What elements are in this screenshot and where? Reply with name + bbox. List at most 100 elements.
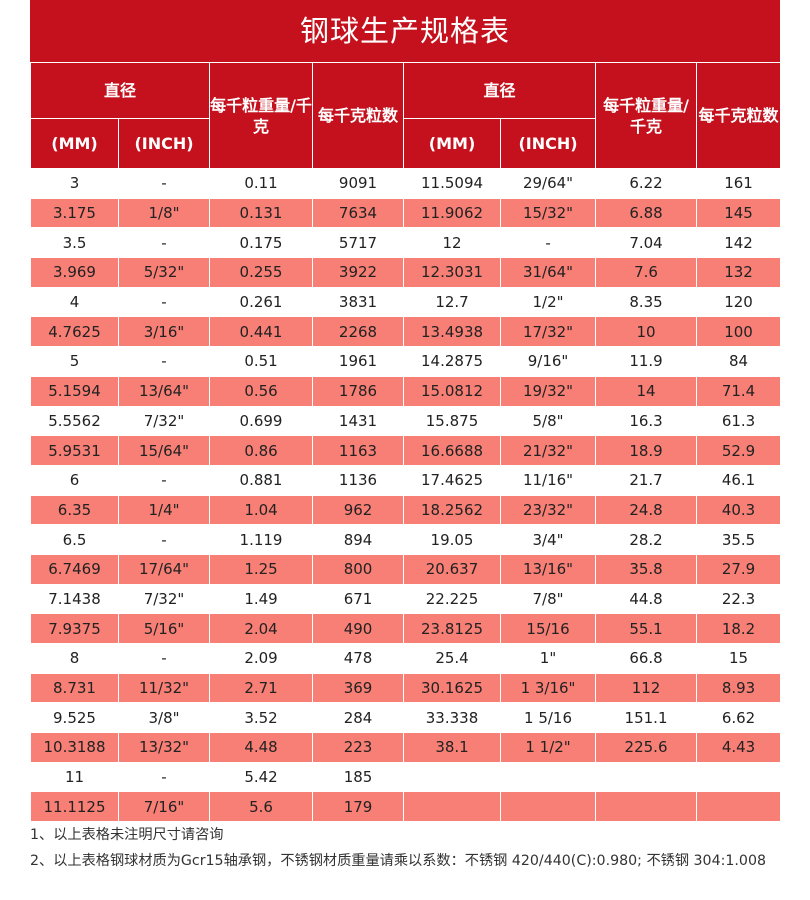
table-row: 5.1594 13/64" 0.56 1786 15.0812 19/32" 14 71.4 (30, 375, 782, 407)
cell-left-mm: 5 (30, 346, 119, 377)
cell-right-inch: 1 3/16" (500, 672, 597, 704)
cell-right-inch: 15/32" (500, 197, 597, 229)
cell-right-inch: 1/2" (500, 286, 597, 318)
cell-left-count: 5717 (312, 227, 405, 259)
cell-left-weight: 0.51 (209, 346, 314, 377)
cell-left-mm: 3.969 (30, 257, 119, 288)
cell-left-count: 284 (312, 702, 405, 734)
cell-left-count: 369 (312, 672, 405, 704)
cell-left-mm: 11.1125 (30, 791, 119, 823)
header-inch-left: (INCH) (117, 118, 211, 169)
cell-right-mm: 13.4938 (403, 316, 502, 348)
cell-right-count: 132 (696, 257, 782, 288)
cell-left-inch: - (117, 643, 211, 674)
spec-table: 直径 每千粒重量/千克 每千克粒数 直径 每千粒重量/千克 每千克粒数 (MM)… (29, 62, 782, 823)
cell-right-mm: 38.1 (403, 732, 502, 763)
table-row: 10.3188 13/32" 4.48 223 38.1 1 1/2" 225.6 4.43 (30, 732, 782, 763)
cell-right-weight: 8.35 (595, 286, 698, 318)
header-weight-left: 每千粒重量/千克 (209, 62, 314, 169)
cell-left-weight: 1.04 (209, 494, 314, 526)
cell-right-count: 46.1 (696, 464, 782, 496)
cell-right-inch: 7/8" (500, 583, 597, 615)
cell-right-count: 120 (696, 286, 782, 318)
cell-right-inch: 9/16" (500, 346, 597, 377)
cell-right-mm (403, 761, 502, 793)
cell-right-mm: 15.0812 (403, 375, 502, 407)
cell-left-inch: 5/16" (117, 613, 211, 644)
table-row: 7.9375 5/16" 2.04 490 23.8125 15/16 55.1 18.2 (30, 613, 782, 644)
cell-left-weight: 0.261 (209, 286, 314, 318)
cell-left-inch: 13/64" (117, 375, 211, 407)
cell-left-inch: 3/8" (117, 702, 211, 734)
cell-left-mm: 8.731 (30, 672, 119, 704)
cell-right-inch: 1 1/2" (500, 732, 597, 763)
cell-left-weight: 0.56 (209, 375, 314, 407)
cell-right-count: 71.4 (696, 375, 782, 407)
notes: 1、以上表格未注明尺寸请咨询 2、以上表格钢球材质为Gcr15轴承钢，不锈钢材质… (30, 824, 780, 876)
cell-left-inch: 5/32" (117, 257, 211, 288)
table-row: 3.5-0.175 5717 12-7.04 142 (30, 227, 782, 259)
header-mm-left: (MM) (30, 118, 119, 169)
cell-right-inch: 21/32" (500, 435, 597, 466)
cell-left-weight: 2.04 (209, 613, 314, 644)
cell-left-inch: 17/64" (117, 553, 211, 585)
header-count-left: 每千克粒数 (312, 62, 405, 169)
cell-right-inch: 13/16" (500, 553, 597, 585)
cell-left-weight: 0.441 (209, 316, 314, 348)
header-weight-right: 每千粒重量/千克 (595, 62, 698, 169)
cell-right-weight: 11.9 (595, 346, 698, 377)
cell-left-weight: 0.11 (209, 168, 314, 199)
cell-left-inch: - (117, 761, 211, 793)
cell-right-count: 22.3 (696, 583, 782, 615)
table-row: 3-0.11 9091 11.5094 29/64" 6.22 161 (30, 168, 782, 199)
cell-right-weight: 16.3 (595, 405, 698, 437)
cell-left-count: 478 (312, 643, 405, 674)
note-2: 2、以上表格钢球材质为Gcr15轴承钢，不锈钢材质重量请乘以系数：不锈钢 420… (30, 853, 766, 869)
cell-left-inch: - (117, 464, 211, 496)
header-count-text: 每千克粒数 (318, 106, 399, 125)
cell-left-count: 223 (312, 732, 405, 763)
cell-left-count: 3831 (312, 286, 405, 318)
spec-sheet: 钢球生产规格表 直径 每千粒重量/千克 每千克粒数 直径 每千粒重量/千克 每千… (29, 0, 782, 823)
cell-right-count: 18.2 (696, 613, 782, 644)
cell-left-weight: 0.86 (209, 435, 314, 466)
cell-left-weight: 0.699 (209, 405, 314, 437)
cell-right-weight: 112 (595, 672, 698, 704)
cell-left-weight: 0.175 (209, 227, 314, 259)
cell-left-mm: 10.3188 (30, 732, 119, 763)
cell-right-inch (500, 791, 597, 823)
cell-right-mm: 22.225 (403, 583, 502, 615)
cell-right-inch (500, 761, 597, 793)
cell-right-inch: 11/16" (500, 464, 597, 496)
header-weight-text: 每千粒重量/千克 (210, 95, 312, 136)
cell-right-count: 142 (696, 227, 782, 259)
header-count-right: 每千克粒数 (696, 62, 782, 169)
table-row: 4-0.261 3831 12.7 1/2" 8.35 120 (30, 286, 782, 318)
table-row: 5.5562 7/32" 0.699 1431 15.875 5/8" 16.3 61.3 (30, 405, 782, 437)
cell-left-inch: 15/64" (117, 435, 211, 466)
cell-left-inch: 3/16" (117, 316, 211, 348)
cell-right-inch: 29/64" (500, 168, 597, 199)
note-1: 1、以上表格未注明尺寸请咨询 (30, 827, 224, 843)
cell-left-count: 9091 (312, 168, 405, 199)
cell-left-count: 894 (312, 524, 405, 555)
table-row: 11-5.42 185 (30, 761, 782, 793)
cell-right-weight: 10 (595, 316, 698, 348)
cell-right-count: 61.3 (696, 405, 782, 437)
cell-right-inch: 1 5/16 (500, 702, 597, 734)
cell-left-count: 179 (312, 791, 405, 823)
cell-right-weight: 35.8 (595, 553, 698, 585)
cell-right-mm: 14.2875 (403, 346, 502, 377)
cell-left-count: 490 (312, 613, 405, 644)
table-row: 9.525 3/8" 3.52 284 33.338 1 5/16 151.1 6.62 (30, 702, 782, 734)
cell-right-weight: 21.7 (595, 464, 698, 496)
cell-right-mm: 15.875 (403, 405, 502, 437)
cell-right-mm: 18.2562 (403, 494, 502, 526)
table-row: 4.7625 3/16" 0.441 2268 13.4938 17/32" 10 100 (30, 316, 782, 348)
cell-left-inch: 11/32" (117, 672, 211, 704)
cell-left-count: 3922 (312, 257, 405, 288)
cell-right-weight: 24.8 (595, 494, 698, 526)
cell-left-mm: 5.1594 (30, 375, 119, 407)
cell-right-inch: 19/32" (500, 375, 597, 407)
cell-right-mm: 12 (403, 227, 502, 259)
